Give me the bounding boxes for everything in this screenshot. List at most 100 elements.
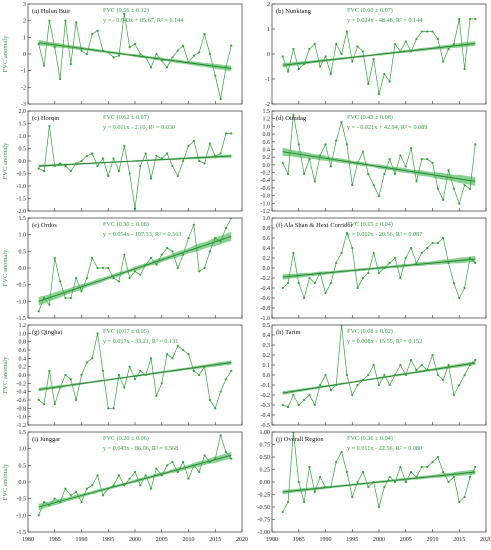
data-point [297,281,300,285]
data-point [297,403,300,407]
y-tick-label: -0.4 [261,413,271,419]
data-point [91,357,94,360]
data-point [230,44,233,47]
data-point [182,159,185,163]
fvc-mean-label: FVC (0.56 ± 0.12) [103,7,149,14]
data-point [351,183,354,187]
data-point [37,42,40,46]
panel-title: (h) Tarim [276,329,301,336]
panel: 1.5 1.0 0.5 0.0 -0.5 -1.0 -1.5 FVC anomaly (e) O… [2,216,243,322]
data-point [415,261,418,265]
data-point [281,161,284,164]
data-point [144,56,147,59]
data-point [399,363,402,367]
data-point [463,495,466,499]
data-point [69,62,72,66]
regression-label: y = 0.054x - 107.33, R² = 0.563 [103,231,181,238]
regression-label: y = - 0.043x + 85.67, R² = 0.144 [103,17,183,24]
data-point [404,256,407,260]
data-point [139,164,142,168]
data-point [230,132,233,135]
data-point [345,30,348,33]
data-point [388,80,391,83]
data-point [463,286,466,290]
x-tick-label: 1980 [266,537,278,543]
data-point [117,169,121,173]
data-point [447,47,450,51]
y-tick-label: 0 [23,52,26,58]
data-point [42,500,46,504]
data-point [139,369,142,372]
y-tick-label: 0.4 [263,333,271,339]
y-axis-label: FVC anomaly [2,249,9,286]
y-tick-label: 0.0 [263,266,271,272]
data-point [133,378,137,381]
data-point [101,49,104,52]
plot-area [281,231,477,300]
data-point [123,253,126,256]
y-axis-label: FVC anomaly [2,356,9,393]
data-point [474,358,477,362]
y-tick-label: -1.0 [261,316,271,322]
data-point [112,56,115,59]
data-point [340,450,343,454]
data-point [452,281,455,285]
panel: 1.2 1.0 0.8 0.6 0.4 0.2 0.0 -0.2 -0.4 -0.6 -0.8 -1.… [2,323,243,429]
data-point [324,291,327,295]
data-point [308,158,311,161]
data-point [64,19,67,22]
data-point [75,398,78,402]
y-tick-label: -0.2 [17,381,27,387]
data-point [458,202,461,205]
data-point [123,144,126,148]
fvc-mean-label: FVC (0.62 ± 0.07) [103,114,149,121]
data-point [198,270,201,273]
y-tick-label: -1.0 [17,299,27,305]
x-tick-label: 2010 [427,537,439,543]
x-tick-label: 1990 [76,537,88,543]
data-point [356,45,359,48]
data-point [426,368,429,372]
data-point [313,403,316,407]
data-point [286,172,290,176]
y-tick-label: -1.5 [17,316,27,322]
y-tick-label: -0.5 [17,172,27,178]
data-point [133,470,137,474]
data-point [112,276,115,280]
fvc-mean-label: FVC (0.60 ± 0.07) [347,7,393,14]
data-point [101,157,104,160]
y-tick-label: 0.0 [19,159,27,165]
panel-title: (d) Otindag [276,115,307,122]
data-point [37,398,40,402]
data-point [356,383,359,387]
data-point [377,505,381,509]
data-point [203,162,206,165]
data-point [48,369,51,372]
data-point [361,276,365,280]
data-point [377,271,381,275]
data-point [431,460,434,464]
y-tick-label: 1.0 [263,124,271,130]
data-point [356,480,359,484]
data-point [474,465,477,469]
data-point [160,59,163,62]
data-point [404,373,407,377]
data-point [393,480,397,484]
y-tick-label: 0.2 [19,365,27,371]
data-point [96,332,99,335]
y-tick-label: 1.5 [19,216,27,222]
y-tick-label: 0.25 [260,468,271,474]
data-point [208,460,211,464]
y-tick-label: 1.2 [19,323,27,329]
data-point [447,169,450,172]
data-point [388,158,391,161]
data-point [91,32,94,36]
data-point [324,373,327,377]
data-point [80,500,83,504]
x-tick-label: 2010 [183,537,195,543]
fvc-mean-label: FVC (0.36 ± 0.04) [347,435,393,442]
data-point [208,398,211,402]
data-point [53,164,56,168]
data-point [176,174,179,178]
